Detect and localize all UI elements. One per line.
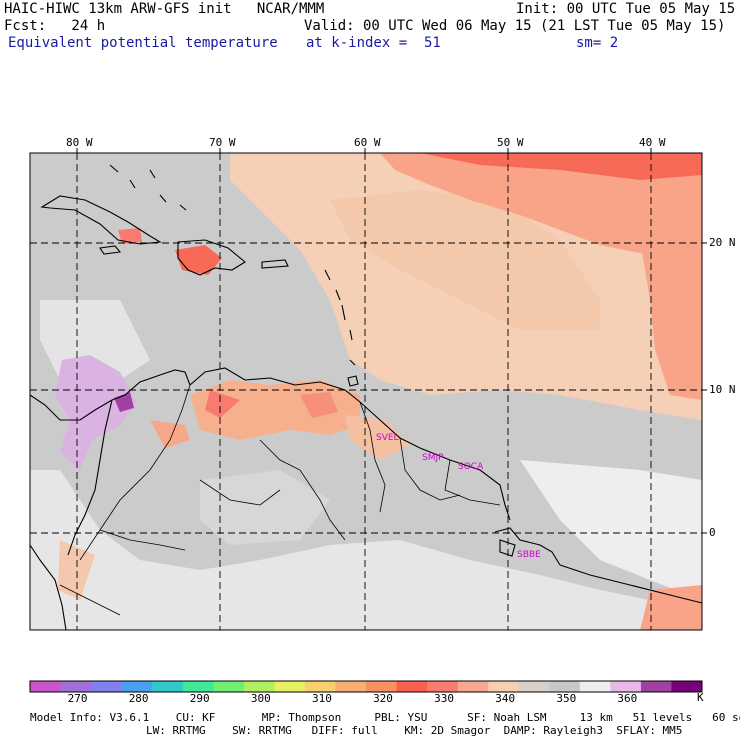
forecast-hour: Fcst: 24 h (4, 18, 106, 34)
colorbar-tick-label: 280 (128, 692, 149, 705)
colorbar-swatch (213, 681, 245, 692)
colorbar-swatch (152, 681, 184, 692)
colorbar-tick-label: 300 (250, 692, 271, 705)
colorbar-swatch (610, 681, 642, 692)
colorbar-swatch (549, 681, 581, 692)
colorbar-swatch (396, 681, 428, 692)
graticule (30, 153, 702, 630)
lon-label-50w: 50 W (497, 136, 524, 149)
smoothing-value: sm= 2 (576, 35, 619, 51)
colorbar-swatch (518, 681, 550, 692)
colorbar-swatch (182, 681, 214, 692)
lon-label-60w: 60 W (354, 136, 381, 149)
colorbar-tick-label: 310 (311, 692, 332, 705)
colorbar-swatch (274, 681, 306, 692)
colorbar-swatch (366, 681, 398, 692)
map-frame (29, 152, 703, 631)
theta-e-field (30, 153, 702, 630)
colorbar-tick-label: 360 (617, 692, 638, 705)
valid-time: Valid: 00 UTC Wed 06 May 15 (21 LST Tue … (304, 18, 726, 34)
colorbar-swatch (30, 681, 62, 692)
city-label-soca: SOCA (458, 462, 484, 472)
lat-label-20n: 20 N (709, 236, 736, 249)
colorbar-tick-label: 320 (373, 692, 393, 705)
frame-ticks (76, 148, 707, 534)
lon-label-40w: 40 W (639, 136, 666, 149)
model-info-line2: LW: RRTMG SW: RRTMG DIFF: full KM: 2D Sm… (146, 724, 683, 737)
model-title: HAIC-HIWC 13km ARW-GFS init NCAR/MMM (4, 1, 325, 17)
colorbar-tick-label: 270 (67, 692, 88, 705)
level-index: at k-index = 51 (306, 35, 441, 51)
colorbar-swatch (579, 681, 611, 692)
init-time: Init: 00 UTC Tue 05 May 15 (516, 1, 736, 17)
colorbar-swatch (427, 681, 459, 692)
country-borders (59, 384, 501, 616)
colorbar-swatch (91, 681, 123, 692)
colorbar-tick-label: 330 (434, 692, 455, 705)
colorbar-swatch (243, 681, 275, 692)
lon-label-70w: 70 W (209, 136, 236, 149)
city-label-smjp: SMJP (422, 453, 444, 463)
colorbar-swatch (488, 681, 520, 692)
colorbar-swatch (60, 681, 92, 692)
colorbar-tick-label: 340 (495, 692, 516, 705)
colorbar-frame (29, 680, 703, 693)
lat-label-10n: 10 N (709, 383, 736, 396)
colorbar-tick-label: 350 (556, 692, 577, 705)
colorbar-swatch (121, 681, 153, 692)
colorbar-swatch (671, 681, 703, 692)
colorbar-swatch (304, 681, 336, 692)
colorbar (29, 680, 703, 693)
colorbar-swatch (640, 681, 672, 692)
colorbar-tick-label: 290 (189, 692, 210, 705)
lat-label-0: 0 (709, 526, 716, 539)
city-label-svel: SVEL (376, 433, 399, 443)
colorbar-unit: K (697, 691, 704, 704)
colorbar-swatch (335, 681, 367, 692)
city-label-sbbe: SBBE (517, 550, 541, 560)
lon-label-80w: 80 W (66, 136, 93, 149)
colorbar-swatch (457, 681, 489, 692)
field-name: Equivalent potential temperature (8, 35, 278, 51)
model-info-line1: Model Info: V3.6.1 CU: KF MP: Thompson P… (30, 711, 740, 724)
